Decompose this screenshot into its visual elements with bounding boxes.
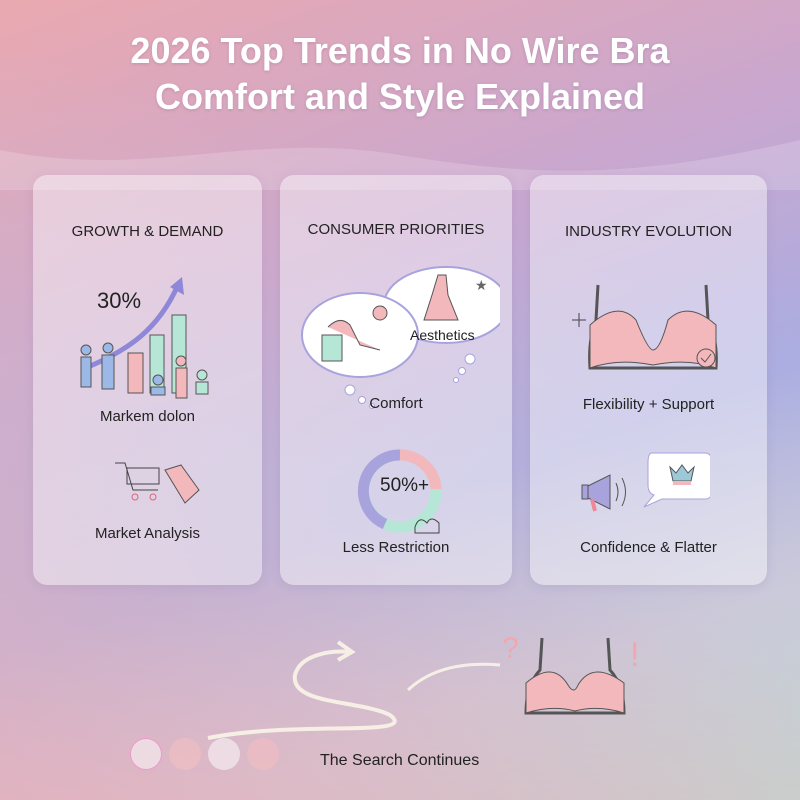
donut-chart [357,449,442,534]
card-label: Comfort [369,395,423,412]
card-consumer-priorities: CONSUMER PRIORITIES ★ Aesthetics Comfort… [280,175,512,585]
card-label: Flexibility + Support [582,396,715,413]
card-heading: CONSUMER PRIORITIES [307,221,485,238]
bra-check-icon [572,284,718,370]
question-mark: ? [502,632,519,665]
restriction-stat: 50%+ [380,475,430,496]
card-heading: GROWTH & DEMAND [71,223,224,240]
donut-segment-pink [399,449,442,490]
card-industry-evolution: INDUSTRY EVOLUTION Flexibility + Support… [530,175,767,585]
card-label: Market Analysis [94,525,201,542]
card-label: Less Restriction [342,539,450,556]
aesthetics-label: Aesthetics [410,327,475,343]
page-title: 2026 Top Trends in No Wire Bra Comfort a… [0,28,800,120]
title-line-2: Comfort and Style Explained [154,76,646,117]
exclamation-mark: ! [630,636,640,674]
search-path-arrow [207,640,501,740]
donut-segment-lavender [357,449,401,530]
title-line-1: 2026 Top Trends in No Wire Bra [130,30,670,71]
cart-tag-icon [115,462,200,504]
card-label: Confidence & Flatter [580,539,717,556]
megaphone-crown-icon [581,452,710,512]
card-label: Markem dolon [99,408,196,425]
avatar [169,738,201,770]
avatar [247,738,279,770]
bra-small-icon [414,518,440,534]
footer-caption: The Search Continues [320,752,480,769]
card-heading: INDUSTRY EVOLUTION [565,223,732,240]
svg-text:★: ★ [475,277,488,293]
wave-decoration [0,140,800,190]
thought-bubbles-icon: ★ [301,266,500,409]
bra-illustration [524,637,626,715]
growth-chart-icon [80,277,209,399]
avatar [208,738,240,770]
growth-stat: 30% [97,288,142,313]
avatar-group [130,738,279,770]
card-growth-demand: GROWTH & DEMAND 30% Markem dolon Market … [33,175,262,585]
avatar [130,738,162,770]
